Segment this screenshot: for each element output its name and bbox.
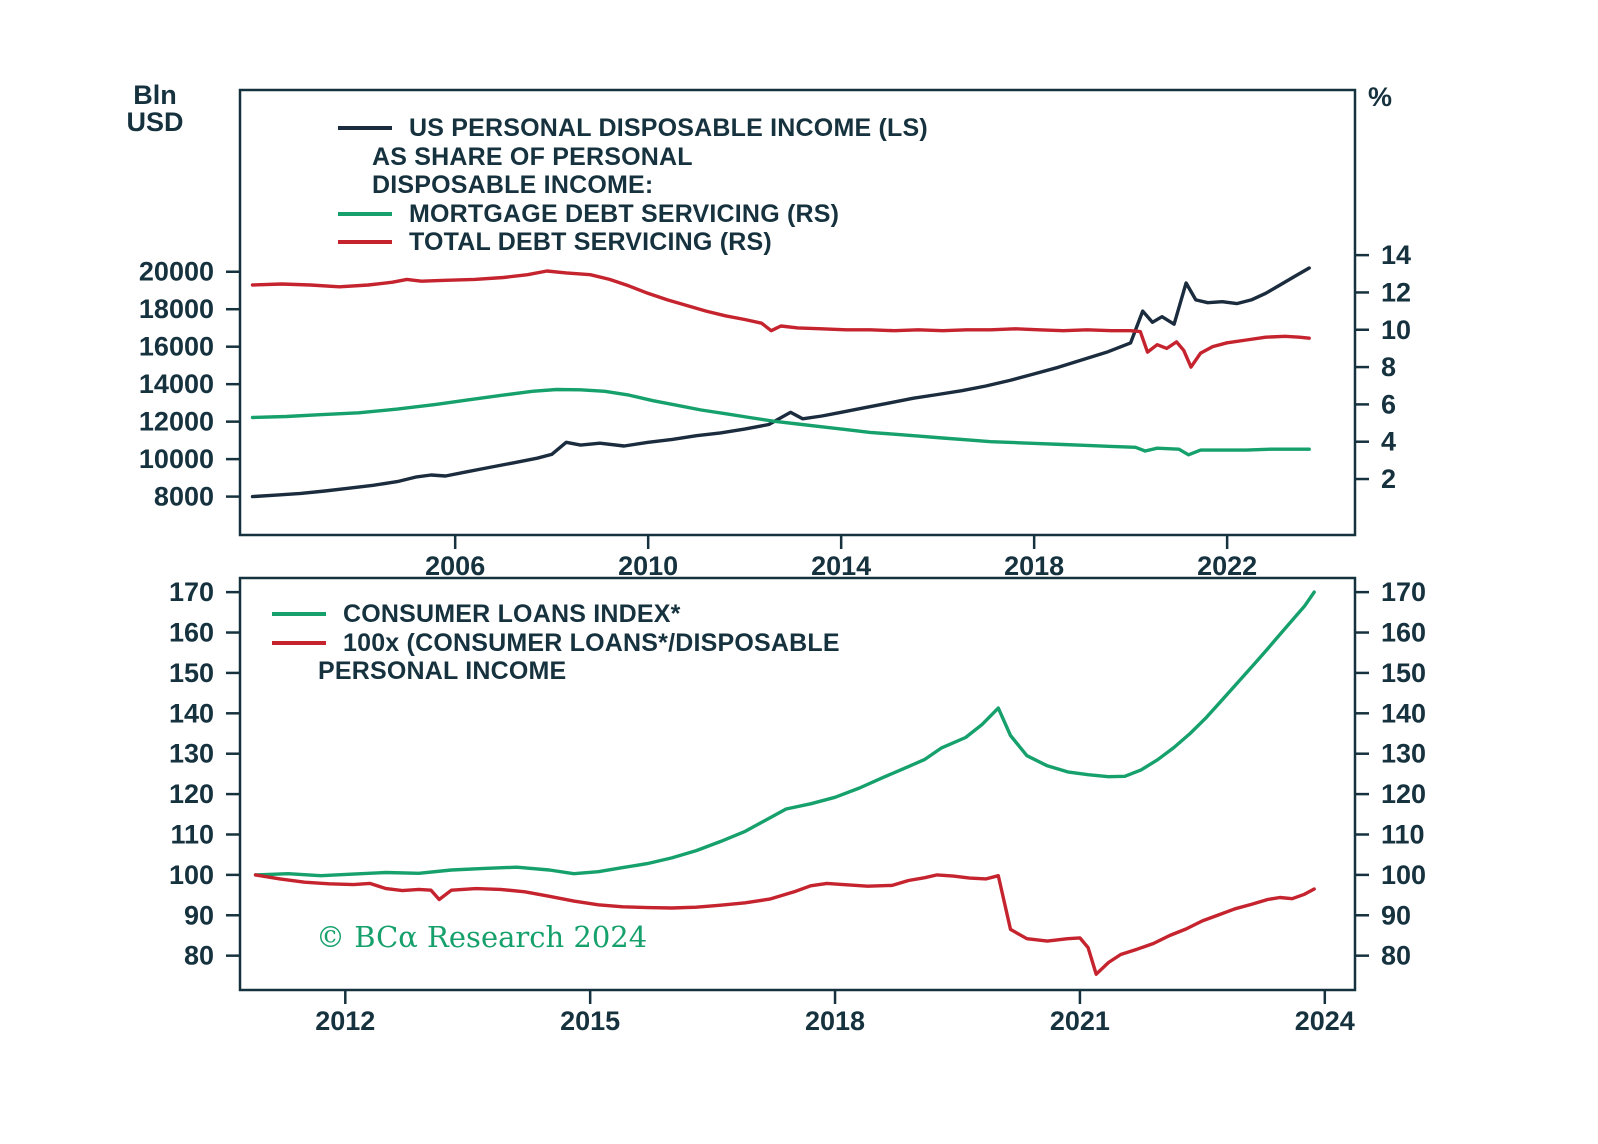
- panel-1-x-tick-label: 2010: [618, 551, 678, 581]
- panel-2-left-tick-label: 110: [170, 819, 214, 849]
- panel-2-right-tick-label: 120: [1381, 779, 1426, 809]
- panel-1-left-tick-label: 20000: [139, 257, 214, 287]
- left-axis-unit-line2: USD: [126, 107, 184, 137]
- panel-2-x-tick-label: 2021: [1050, 1006, 1110, 1036]
- panel-2-right-tick-label: 130: [1381, 739, 1426, 769]
- panel-2-left-tick-label: 150: [169, 658, 214, 688]
- panel-1-left-tick-label: 14000: [139, 369, 214, 399]
- left-axis-unit-line1: Bln: [133, 80, 177, 110]
- panel-1-left-tick-label: 16000: [139, 332, 214, 362]
- panel-1-x-tick-label: 2022: [1197, 551, 1257, 581]
- legend-label-mortgage-debt-servicing: MORTGAGE DEBT SERVICING (RS): [409, 199, 840, 228]
- panel-2-left-tick-label: 80: [184, 941, 214, 971]
- panel-1-right-tick-label: 12: [1381, 277, 1411, 307]
- legend-item-mortgage-debt-servicing: MORTGAGE DEBT SERVICING (RS): [338, 200, 928, 229]
- panel-2-left-tick-label: 160: [169, 618, 214, 648]
- bottom-panel-legend: CONSUMER LOANS INDEX* 100x (CONSUMER LOA…: [272, 600, 840, 686]
- legend-label-loans-to-income-line1: 100x (CONSUMER LOANS*/DISPOSABLE: [343, 628, 840, 657]
- panel-2-left-tick-label: 100: [169, 860, 214, 890]
- panel-2-right-tick-label: 170: [1381, 577, 1426, 607]
- panel-2-x-tick-label: 2018: [805, 1006, 865, 1036]
- series-line-green-panel-1: [250, 387, 1311, 457]
- panel-2-x-tick-label: 2012: [315, 1006, 375, 1036]
- panel-1-right-tick-label: 10: [1381, 315, 1411, 345]
- panel-1-x-tick-label: 2018: [1004, 551, 1064, 581]
- legend-item-total-debt-servicing: TOTAL DEBT SERVICING (RS): [338, 228, 928, 257]
- red-line-swatch-icon: [272, 640, 326, 645]
- series-line-navy-panel-1: [250, 266, 1311, 499]
- legend-item-consumer-loans-index: CONSUMER LOANS INDEX*: [272, 600, 840, 629]
- legend-item-loans-to-income-ratio: 100x (CONSUMER LOANS*/DISPOSABLE: [272, 629, 840, 658]
- red-line-swatch-icon: [338, 240, 392, 245]
- panel-1-right-tick-label: 6: [1381, 389, 1396, 419]
- panel-1-frame: [238, 88, 1357, 537]
- panel-1-left-tick-label: 12000: [139, 407, 214, 437]
- panel-2-x-tick-label: 2015: [560, 1006, 620, 1036]
- legend-label-consumer-loans-index: CONSUMER LOANS INDEX*: [343, 600, 681, 628]
- panel-1-left-tick-label: 10000: [139, 444, 214, 474]
- panel-2-left-tick-label: 140: [169, 698, 214, 728]
- panel-1-left-tick-label: 18000: [139, 294, 214, 324]
- panel-1-left-tick-label: 8000: [154, 482, 214, 512]
- navy-line-swatch-icon: [338, 126, 392, 131]
- legend-label-total-debt-servicing: TOTAL DEBT SERVICING (RS): [409, 228, 772, 256]
- right-axis-unit-label: %: [1368, 82, 1393, 112]
- green-line-swatch-icon: [272, 612, 326, 617]
- legend-item-disposable-income: US PERSONAL DISPOSABLE INCOME (LS): [338, 114, 928, 143]
- legend-label-loans-to-income-line2: PERSONAL INCOME: [318, 657, 567, 685]
- panel-2-right-tick-label: 140: [1381, 698, 1426, 728]
- top-panel-legend: US PERSONAL DISPOSABLE INCOME (LS) AS SH…: [338, 114, 928, 257]
- series-line-red-panel-2: [253, 873, 1316, 976]
- left-axis-unit-label: Bln USD: [118, 82, 192, 136]
- panel-2-right-tick-label: 100: [1381, 860, 1426, 890]
- panel-1-right-tick-label: 4: [1381, 427, 1396, 457]
- panel-1-right-tick-label: 14: [1381, 240, 1411, 270]
- panel-2-x-tick-label: 2024: [1295, 1006, 1355, 1036]
- panel-1-right-tick-label: 8: [1381, 352, 1396, 382]
- green-line-swatch-icon: [338, 211, 392, 216]
- panel-2-left-tick-label: 130: [169, 739, 214, 769]
- legend-heading-line2: DISPOSABLE INCOME:: [372, 171, 654, 199]
- panel-2-left-tick-label: 120: [169, 779, 214, 809]
- legend-label-disposable-income: US PERSONAL DISPOSABLE INCOME (LS): [409, 114, 928, 142]
- panel-2-right-tick-label: 110: [1381, 819, 1425, 849]
- panel-2-frame: [238, 576, 1357, 992]
- panel-1-x-tick-label: 2006: [425, 551, 485, 581]
- panel-1-x-tick-label: 2014: [811, 551, 871, 581]
- panel-1-right-tick-label: 2: [1381, 464, 1396, 494]
- legend-heading-line1: AS SHARE OF PERSONAL: [372, 142, 693, 171]
- panel-2-right-tick-label: 160: [1381, 618, 1426, 648]
- copyright-notice: © BCα Research 2024: [316, 920, 648, 954]
- panel-2-left-tick-label: 90: [184, 900, 214, 930]
- panel-2-right-tick-label: 90: [1381, 900, 1411, 930]
- series-line-red-panel-1: [250, 269, 1311, 369]
- panel-2-left-tick-label: 170: [169, 577, 214, 607]
- panel-2-right-tick-label: 80: [1381, 941, 1411, 971]
- panel-2-right-tick-label: 150: [1381, 658, 1426, 688]
- series-line-green-panel-2: [253, 590, 1316, 878]
